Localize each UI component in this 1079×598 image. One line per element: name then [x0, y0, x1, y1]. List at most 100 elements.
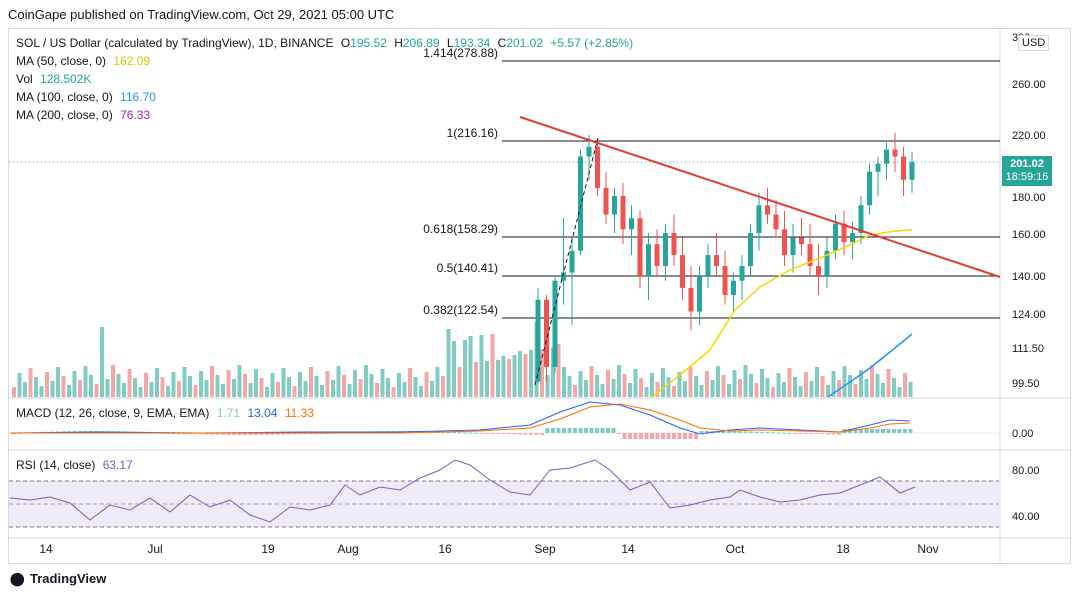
volume-bar: [457, 367, 462, 397]
macd-histogram-bar: [545, 428, 550, 433]
volume-bar: [809, 381, 814, 397]
macd-histogram-bar: [694, 433, 698, 439]
macd-histogram-bar: [688, 433, 693, 439]
fib-level-label: 0.382(122.54): [423, 303, 498, 317]
volume-bar: [287, 377, 291, 397]
volume-bar: [463, 340, 467, 397]
volume-bar: [474, 362, 478, 397]
open-label: O: [340, 36, 351, 50]
candle-body: [722, 265, 728, 295]
volume-bar: [452, 341, 456, 397]
volume-bar: [595, 375, 599, 397]
macd-histogram-bar: [281, 433, 286, 435]
volume-bar: [149, 382, 154, 397]
macd-histogram-bar: [501, 433, 506, 434]
candle-body: [595, 146, 600, 188]
macd-histogram-bar: [243, 433, 247, 435]
macd-hist-value: 1.71: [216, 406, 241, 420]
volume-bar: [72, 371, 77, 397]
publisher-note: CoinGape published on TradingView.com, O…: [8, 7, 395, 22]
candlesticks: [535, 132, 915, 383]
macd-histogram-bar: [859, 429, 863, 433]
macd-histogram-bar: [738, 431, 742, 433]
candle-body: [620, 196, 626, 230]
macd-histogram-bar: [650, 433, 654, 439]
volume-bar: [529, 350, 533, 397]
macd-histogram-bar: [534, 433, 539, 435]
volume-bar: [39, 386, 44, 397]
ma200-label: MA (200, close, 0): [16, 108, 113, 122]
tradingview-logo[interactable]: ⬤ TradingView: [10, 571, 106, 587]
volume-bar: [413, 377, 418, 397]
candle-body: [748, 233, 753, 266]
macd-histogram-bar: [782, 432, 786, 434]
macd-histogram-bar: [864, 429, 869, 433]
impulse-dashed-line: [534, 137, 599, 386]
volume-bar: [254, 369, 258, 397]
volume-bar: [56, 367, 60, 397]
macd-histogram-bar: [276, 433, 280, 435]
volume-bar: [320, 385, 324, 397]
candle-body: [773, 214, 779, 230]
price-axis[interactable]: 300260.00220.00180.00160.00140.00124.001…: [1012, 32, 1046, 523]
volume-bar: [567, 376, 572, 397]
volume-bar: [353, 370, 357, 397]
macd-histogram-bar: [606, 428, 610, 433]
volume-bar: [34, 377, 38, 397]
ma50-value: 162.09: [113, 54, 151, 68]
candle-body: [544, 299, 549, 367]
macd-histogram-bar: [765, 432, 770, 434]
tradingview-brand: TradingView: [30, 571, 107, 586]
macd-legend: MACD (12, 26, close, 9, EMA, EMA) 1.71 1…: [16, 406, 318, 420]
ma100-value: 116.70: [120, 90, 156, 104]
volume-bar: [342, 375, 346, 397]
candle-body: [841, 223, 847, 242]
macd-histogram-bar: [754, 431, 759, 433]
macd-histogram-bar: [457, 432, 462, 434]
volume-bar: [468, 336, 473, 397]
volume-bar: [116, 374, 121, 397]
macd-histogram-bar: [892, 429, 896, 433]
trendline[interactable]: [519, 116, 1001, 278]
macd-histogram-bar: [875, 429, 880, 433]
candle-body: [714, 255, 719, 266]
volume-bar: [243, 374, 247, 397]
volume-bar: [204, 380, 209, 397]
currency-button[interactable]: USD: [1018, 35, 1050, 51]
volume-bar: [331, 380, 335, 397]
macd-histogram-bar: [655, 433, 660, 439]
low-label: L: [446, 36, 454, 50]
macd-histogram-bar: [468, 432, 473, 434]
volume-bar: [17, 373, 22, 397]
volume-bar: [875, 374, 880, 397]
volume-bar: [127, 369, 132, 397]
volume-bar: [523, 354, 528, 397]
volume-bar: [661, 368, 665, 397]
volume-bar: [551, 348, 555, 397]
macd-histogram-bar: [215, 433, 220, 435]
macd-histogram-bar: [595, 428, 599, 433]
macd-histogram-bar: [573, 428, 577, 433]
tradingview-logo-icon: ⬤: [10, 571, 25, 586]
volume-bar: [259, 378, 264, 397]
candle-body: [629, 218, 634, 230]
volume-bar: [226, 370, 231, 397]
rsi-label: RSI (14, close): [16, 458, 96, 472]
symbol-legend: SOL / US Dollar (calculated by TradingVi…: [16, 36, 637, 50]
volume-bar: [435, 367, 440, 397]
candle-body: [561, 272, 566, 281]
macd-histogram-bar: [221, 433, 225, 435]
volume-bar: [606, 370, 610, 397]
high-value: 206.89: [402, 36, 440, 50]
volume-bar: [89, 375, 93, 397]
candle-body: [578, 156, 583, 251]
volume-bar: [364, 365, 368, 397]
macd-histogram-bar: [226, 433, 231, 435]
candle-body: [603, 187, 609, 215]
volume-bar: [232, 379, 236, 397]
macd-histogram-bar: [193, 433, 198, 435]
time-axis[interactable]: 14 Jul 19 Aug 16 Sep 14 Oct 18 Nov: [39, 542, 938, 556]
open-value: 195.52: [350, 36, 387, 50]
macd-histogram-bar: [507, 433, 511, 435]
